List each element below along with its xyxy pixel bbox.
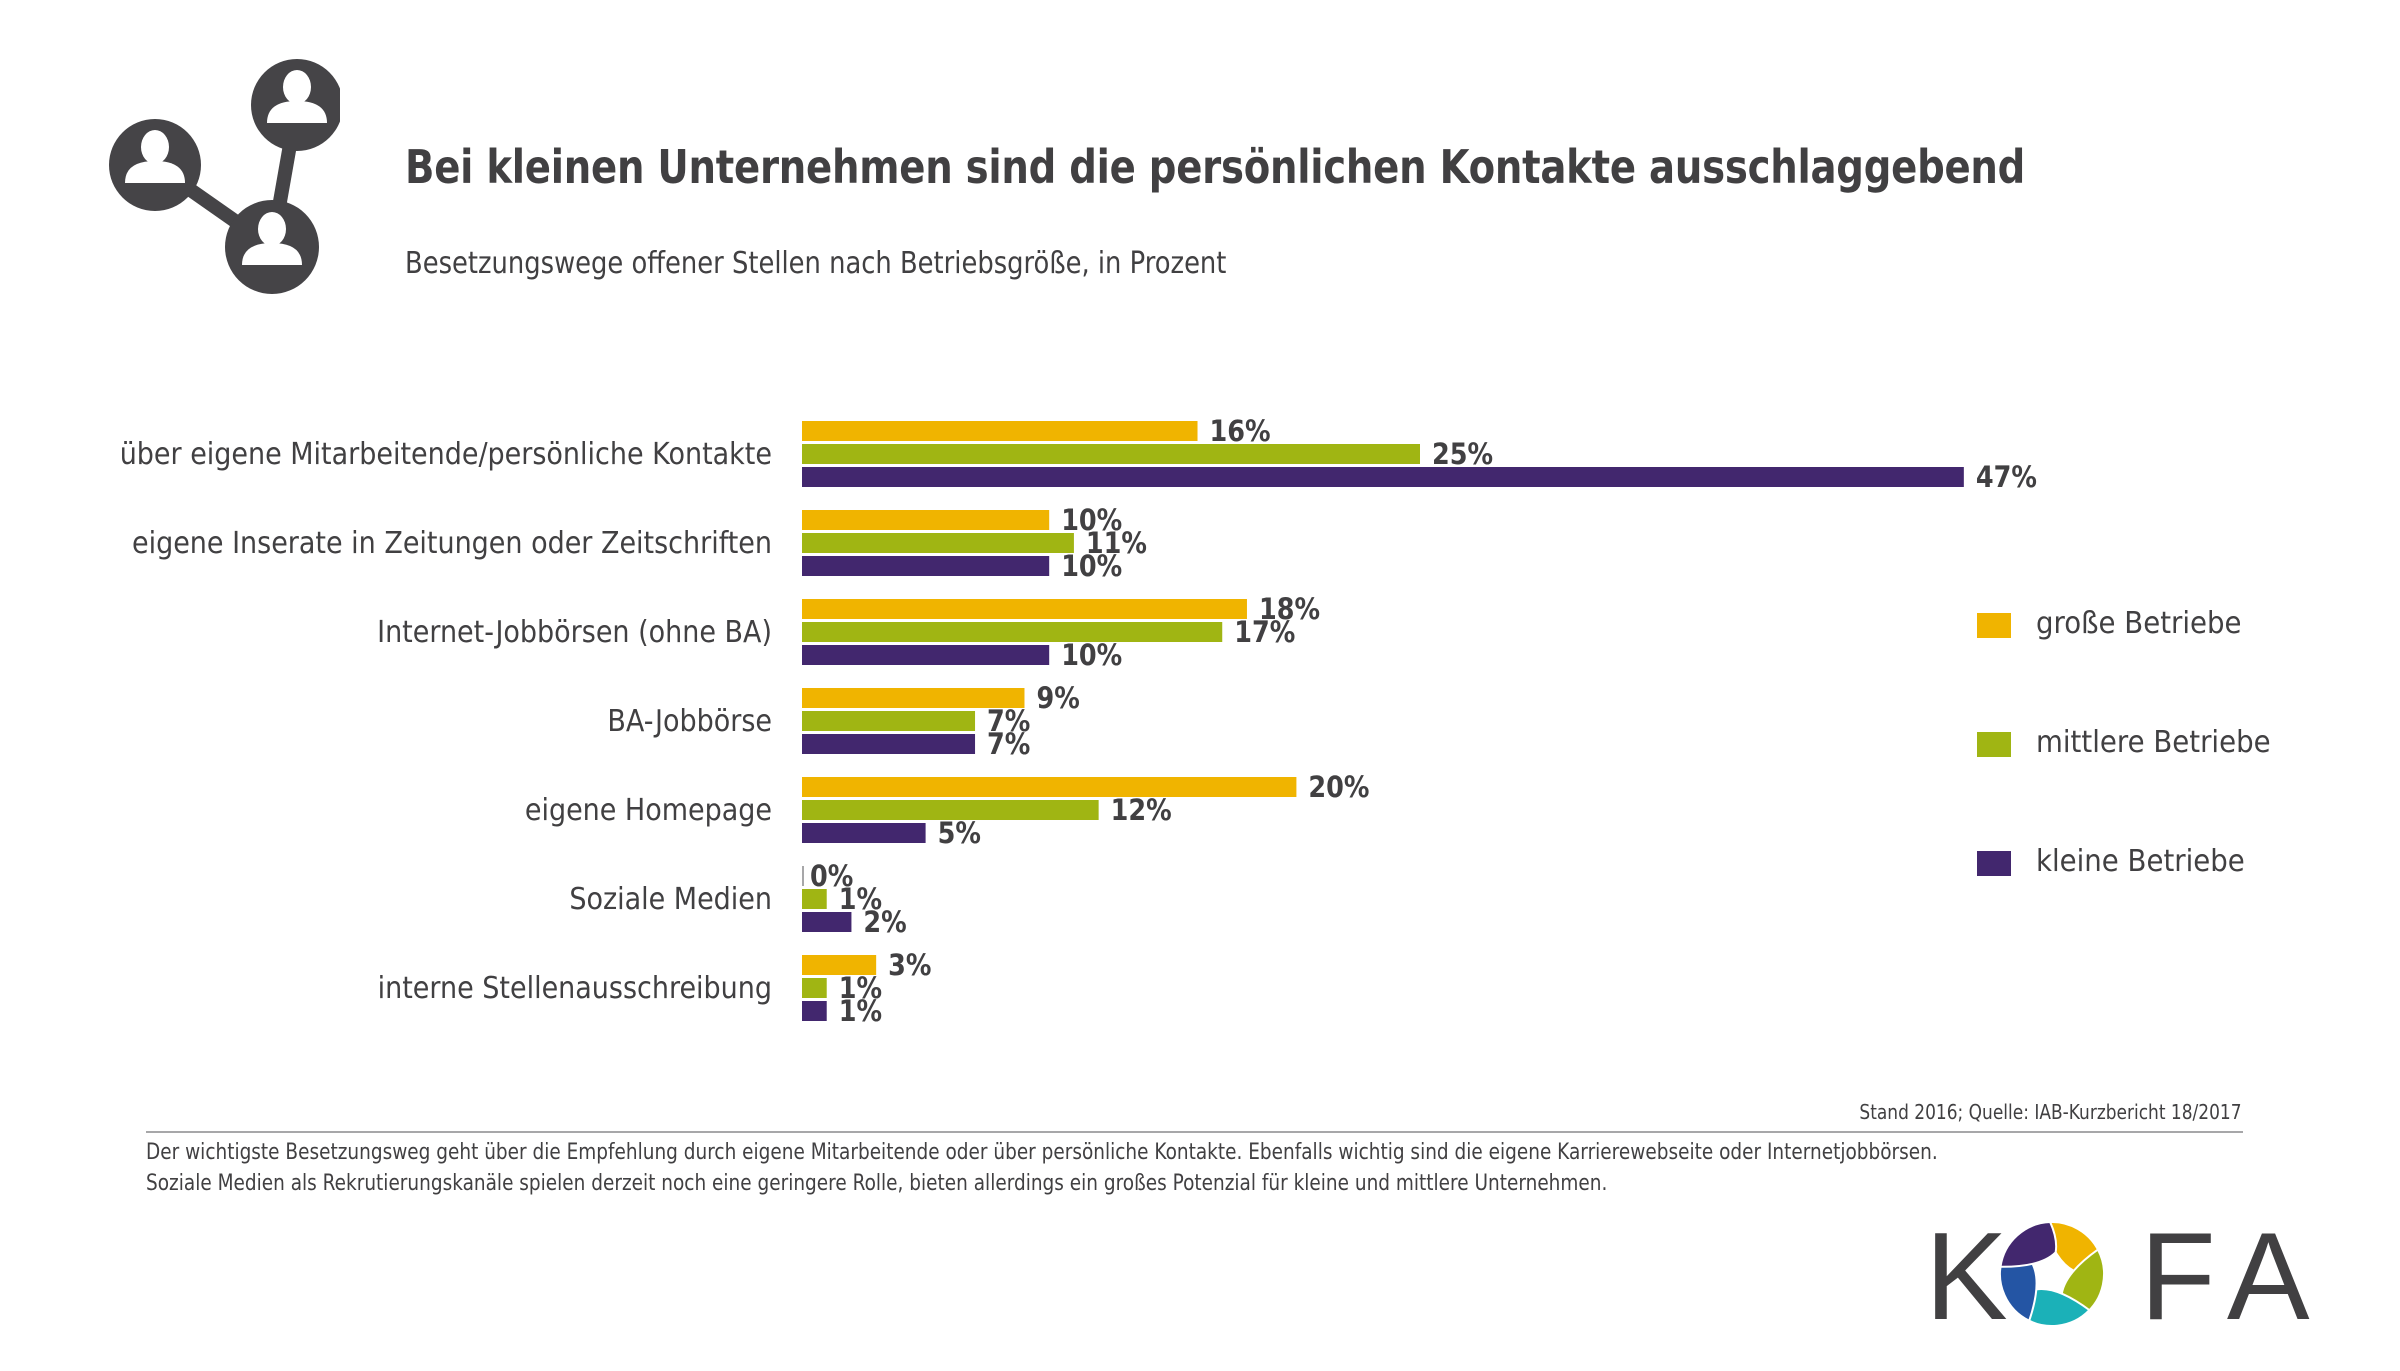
category-label: eigene Inserate in Zeitungen oder Zeitsc… bbox=[132, 526, 772, 561]
category-label: BA-Jobbörse bbox=[607, 704, 772, 739]
category-label: Internet-Jobbörsen (ohne BA) bbox=[377, 615, 772, 650]
footer-note-line-2: Soziale Medien als Rekrutierungskanäle s… bbox=[146, 1171, 1608, 1196]
value-label: 25% bbox=[1432, 439, 1493, 472]
value-label: 9% bbox=[1036, 683, 1079, 716]
value-label: 18% bbox=[1259, 594, 1320, 627]
bar bbox=[802, 866, 804, 886]
value-label: 1% bbox=[839, 884, 882, 917]
value-label: 2% bbox=[863, 907, 906, 940]
legend-swatch-small bbox=[1977, 851, 2011, 876]
bar-group: eigene Inserate in Zeitungen oder Zeitsc… bbox=[132, 505, 1147, 584]
category-label: interne Stellenausschreibung bbox=[378, 971, 772, 1006]
category-label: eigene Homepage bbox=[525, 793, 772, 828]
logo-ring-icon bbox=[1999, 1221, 2105, 1327]
bar bbox=[802, 889, 827, 909]
bar-group: eigene Homepage 20% 12% 5% bbox=[525, 772, 1370, 851]
footer-note-line-1: Der wichtigste Besetzungsweg geht über d… bbox=[146, 1140, 1938, 1165]
bar-group: BA-Jobbörse 9%7%7% bbox=[607, 683, 1079, 762]
logo-letter-k: K bbox=[1925, 1215, 2008, 1335]
bar-group: über eigene Mitarbeitende/persönliche Ko… bbox=[120, 416, 2037, 495]
value-label: 10% bbox=[1061, 551, 1122, 584]
bar bbox=[802, 622, 1223, 642]
value-label: 10% bbox=[1061, 505, 1122, 538]
person-icon bbox=[125, 130, 185, 183]
value-label: 5% bbox=[938, 818, 981, 851]
value-label: 17% bbox=[1234, 617, 1295, 650]
value-label: 16% bbox=[1210, 416, 1271, 449]
bar bbox=[802, 777, 1297, 797]
value-label: 7% bbox=[987, 729, 1030, 762]
bar bbox=[802, 800, 1099, 820]
legend-swatch-large bbox=[1977, 613, 2011, 638]
value-label: 0% bbox=[810, 861, 853, 894]
value-label: 12% bbox=[1111, 795, 1172, 828]
bar bbox=[802, 645, 1050, 665]
bar bbox=[802, 734, 976, 754]
bar bbox=[802, 421, 1198, 441]
bar bbox=[802, 444, 1420, 464]
value-label: 20% bbox=[1308, 772, 1369, 805]
bar bbox=[802, 556, 1050, 576]
bar bbox=[802, 955, 877, 975]
bar-group: interne Stellenausschreibung 3%1%1% bbox=[378, 950, 932, 1029]
footer-divider bbox=[146, 1131, 2243, 1133]
bar bbox=[802, 467, 1964, 487]
value-label: 10% bbox=[1061, 640, 1122, 673]
value-label: 1% bbox=[839, 996, 882, 1029]
logo-letters-fa: FA bbox=[2140, 1215, 2315, 1335]
legend-label-medium: mittlere Betriebe bbox=[2036, 725, 2271, 760]
value-label: 47% bbox=[1976, 462, 2037, 495]
bar-group: Soziale Medien 0%1%2% bbox=[569, 861, 906, 940]
value-label: 11% bbox=[1086, 528, 1147, 561]
legend-swatch-medium bbox=[1977, 732, 2011, 757]
bar bbox=[802, 978, 827, 998]
bar bbox=[802, 912, 852, 932]
bar bbox=[802, 711, 976, 731]
kofa-logo: K FA bbox=[1925, 1215, 2315, 1335]
bar bbox=[802, 533, 1074, 553]
bar-chart: über eigene Mitarbeitende/persönliche Ko… bbox=[120, 416, 2037, 1029]
bar-group: Internet-Jobbörsen (ohne BA) 18%17% 10% bbox=[377, 594, 1320, 673]
bar bbox=[802, 688, 1025, 708]
person-icon bbox=[242, 212, 302, 265]
value-label: 7% bbox=[987, 706, 1030, 739]
chart-subtitle: Besetzungswege offener Stellen nach Betr… bbox=[405, 246, 1227, 281]
category-label: über eigene Mitarbeitende/persönliche Ko… bbox=[120, 437, 772, 472]
legend-label-large: große Betriebe bbox=[2036, 606, 2242, 641]
bar bbox=[802, 599, 1247, 619]
source-note: Stand 2016; Quelle: IAB-Kurzbericht 18/2… bbox=[1859, 1100, 2242, 1124]
legend-label-small: kleine Betriebe bbox=[2036, 844, 2245, 879]
bar bbox=[802, 1001, 827, 1021]
logo-ring-segment bbox=[1999, 1221, 2058, 1268]
bar bbox=[802, 510, 1050, 530]
category-label: Soziale Medien bbox=[569, 882, 772, 917]
value-label: 3% bbox=[888, 950, 931, 983]
chart-title: Bei kleinen Unternehmen sind die persönl… bbox=[405, 140, 2026, 194]
people-network-icon bbox=[109, 59, 340, 294]
bar bbox=[802, 823, 926, 843]
value-label: 1% bbox=[839, 973, 882, 1006]
person-icon bbox=[267, 70, 327, 123]
